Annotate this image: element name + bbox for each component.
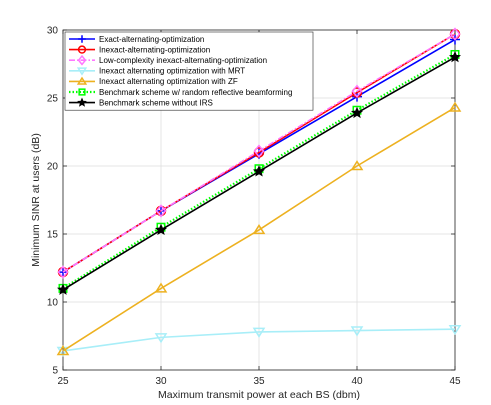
series-7: [57, 50, 461, 295]
legend-swatch-marker: [78, 88, 86, 96]
series-line: [62, 53, 456, 290]
series-5: [56, 101, 462, 356]
legend-swatch-marker: [77, 97, 87, 107]
data-point: [56, 345, 70, 356]
data-point: [350, 160, 364, 171]
y-tick-label: 10: [47, 298, 59, 309]
y-tick-label: 30: [47, 26, 59, 37]
y-axis-label: Minimum SINR at users (dB): [30, 133, 42, 267]
legend-swatch-marker: [77, 54, 87, 66]
data-point: [253, 144, 265, 158]
x-tick-label: 30: [155, 376, 167, 387]
data-point: [57, 265, 69, 279]
data-point: [253, 165, 265, 177]
legend-item: Benchmark scheme without IRS: [69, 97, 213, 107]
legend-item: Benchmark scheme w/ random reflective be…: [69, 88, 292, 97]
y-tick-label: 20: [47, 162, 59, 173]
data-point: [155, 204, 167, 218]
series-line: [62, 328, 456, 352]
legend-box: [64, 31, 314, 111]
legend-swatch-marker: [76, 76, 88, 85]
legend-item: Exact-alternating-optimization: [69, 35, 204, 44]
data-point: [154, 333, 168, 344]
x-axis-label: Maximum transmit power at each BS (dbm): [158, 389, 360, 401]
legend-swatch-marker: [78, 35, 86, 43]
data-point: [350, 326, 364, 337]
legend-swatch-marker: [76, 67, 88, 76]
legend-swatch-marker: [77, 45, 87, 54]
series-line: [62, 106, 456, 352]
series-group: [56, 27, 462, 357]
data-point: [449, 50, 461, 63]
series-3: [57, 27, 461, 279]
data-point: [448, 101, 462, 112]
y-tick-label: 15: [47, 230, 59, 241]
data-point: [57, 283, 69, 295]
legend-label: Exact-alternating-optimization: [99, 35, 204, 44]
data-point: [252, 327, 266, 338]
legend-item: Inexact alternating optimization with MR…: [69, 67, 245, 76]
data-point: [154, 282, 168, 293]
legend-item: Inexact-alternating-optimization: [69, 45, 210, 54]
x-tick-label: 40: [351, 376, 363, 387]
x-tick-label: 25: [57, 376, 69, 387]
data-point: [351, 106, 363, 119]
legend: Exact-alternating-optimizationInexact-al…: [64, 31, 314, 111]
legend-item: Low-complexity inexact-alternating-optim…: [69, 54, 267, 66]
data-point: [155, 223, 167, 236]
tick-group: 25 30 35 40 45 5 10 15 20 25 30: [47, 26, 461, 388]
series-line: [62, 33, 456, 273]
x-tick-label: 45: [449, 376, 461, 387]
legend-label: Benchmark scheme w/ random reflective be…: [99, 88, 292, 97]
y-tick-label: 25: [47, 94, 59, 105]
legend-label: Low-complexity inexact-alternating-optim…: [99, 56, 267, 65]
data-point: [351, 84, 363, 98]
x-tick-label: 35: [253, 376, 265, 387]
y-tick-label: 5: [52, 366, 58, 377]
data-point: [252, 224, 266, 235]
legend-label: Inexact alternating optimization with ZF: [99, 77, 238, 86]
legend-label: Inexact alternating optimization with MR…: [99, 67, 245, 76]
legend-label: Inexact-alternating-optimization: [99, 45, 210, 54]
series-4: [56, 324, 462, 357]
legend-item: Inexact alternating optimization with ZF: [69, 76, 238, 86]
data-point: [449, 27, 461, 41]
data-point: [448, 324, 462, 336]
legend-label: Benchmark scheme without IRS: [99, 98, 213, 107]
